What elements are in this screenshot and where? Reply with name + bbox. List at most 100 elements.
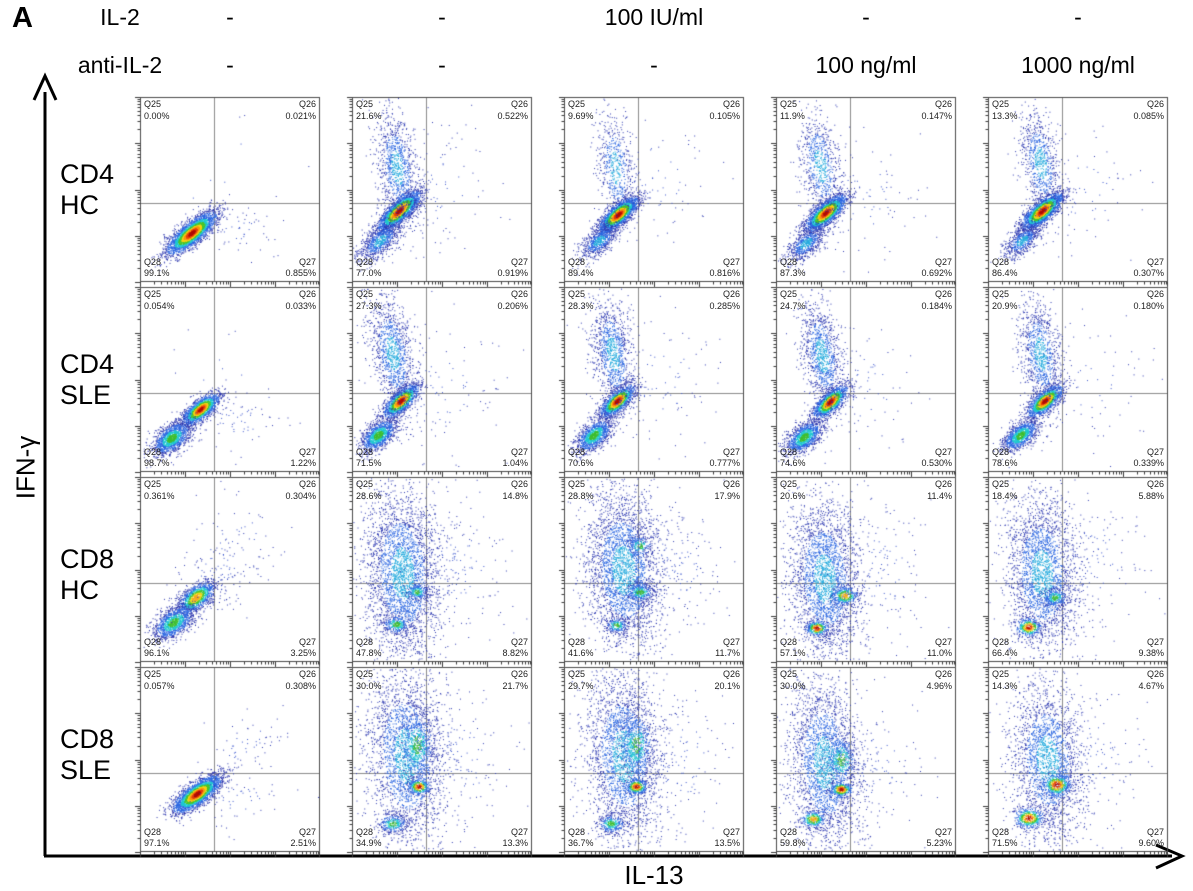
flow-plot-cd4-sle-col4: Q25 24.7% Q26 0.184% Q28 74.6% Q27 0.530% <box>768 285 964 481</box>
quadrant-q27: Q27 1.22% <box>290 447 316 470</box>
quadrant-value: 0.206% <box>497 300 528 311</box>
quadrant-label: Q28 <box>780 256 798 267</box>
quadrant-value: 0.00% <box>144 110 170 121</box>
quadrant-label: Q28 <box>992 826 1010 837</box>
quadrant-value: 36.7% <box>568 838 594 849</box>
row-label-cd8-hc: CD8 HC <box>60 544 115 606</box>
quadrant-value: 20.1% <box>714 680 740 691</box>
flow-plot-cd8-hc-col5: Q25 18.4% Q26 5.88% Q28 66.4% Q27 9.38% <box>980 475 1176 671</box>
scatter-canvas <box>980 285 1176 481</box>
quadrant-value: 30.0% <box>780 680 806 691</box>
quadrant-value: 0.057% <box>144 680 175 691</box>
quadrant-label: Q26 <box>934 99 952 109</box>
flow-plot-cd8-sle-col1: Q25 0.057% Q26 0.308% Q28 97.1% Q27 2.51% <box>132 665 328 861</box>
quadrant-value: 1.04% <box>502 458 528 469</box>
quadrant-q28: Q28 47.8% <box>356 637 382 660</box>
quadrant-value: 13.3% <box>992 110 1018 121</box>
row-label-cd4-sle: CD4 SLE <box>60 349 115 411</box>
quadrant-value: 21.7% <box>502 680 528 691</box>
quadrant-q28: Q28 34.9% <box>356 827 382 850</box>
flow-plot-cd4-hc-col1: Q25 0.00% Q26 0.021% Q28 99.1% Q27 0.855% <box>132 95 328 291</box>
quadrant-label: Q27 <box>934 446 952 457</box>
quadrant-label: Q25 <box>568 479 586 489</box>
scatter-canvas <box>980 475 1176 671</box>
scatter-canvas <box>344 665 540 861</box>
quadrant-q27: Q27 11.7% <box>715 637 740 660</box>
quadrant-label: Q27 <box>934 636 952 647</box>
quadrant-label: Q28 <box>144 636 162 647</box>
quadrant-value: 27.3% <box>356 300 382 311</box>
quadrant-q28: Q28 74.6% <box>780 447 806 470</box>
quadrant-q28: Q28 41.6% <box>568 637 594 660</box>
quadrant-label: Q25 <box>780 479 798 489</box>
quadrant-value: 4.67% <box>1138 680 1164 691</box>
quadrant-value: 30.0% <box>356 680 382 691</box>
quadrant-value: 98.7% <box>144 458 170 469</box>
quadrant-q28: Q28 71.5% <box>356 447 382 470</box>
quadrant-label: Q25 <box>992 669 1010 679</box>
flow-plot-cd4-sle-col2: Q25 27.3% Q26 0.206% Q28 71.5% Q27 1.04% <box>344 285 540 481</box>
quadrant-value: 14.8% <box>502 490 528 501</box>
quadrant-label: Q25 <box>992 289 1010 299</box>
quadrant-q26: Q26 4.96% <box>926 669 952 692</box>
quadrant-label: Q26 <box>1146 479 1164 489</box>
il2-condition-label: IL-2 <box>100 4 140 30</box>
il2-value-col3: 100 IU/ml <box>604 4 704 30</box>
flow-plot-cd8-hc-col3: Q25 28.8% Q26 17.9% Q28 41.6% Q27 11.7% <box>556 475 752 671</box>
quadrant-value: 11.7% <box>715 648 740 659</box>
quadrant-label: Q27 <box>722 826 740 837</box>
scatter-canvas <box>768 285 964 481</box>
quadrant-value: 97.1% <box>144 838 170 849</box>
quadrant-value: 5.88% <box>1138 490 1164 501</box>
quadrant-value: 11.0% <box>927 648 952 659</box>
quadrant-q26: Q26 4.67% <box>1138 669 1164 692</box>
quadrant-label: Q28 <box>780 446 798 457</box>
quadrant-label: Q25 <box>144 289 162 299</box>
quadrant-q25: Q25 30.0% <box>780 669 806 692</box>
quadrant-value: 0.033% <box>285 300 316 311</box>
quadrant-value: 9.60% <box>1138 838 1164 849</box>
quadrant-q28: Q28 77.0% <box>356 257 382 280</box>
quadrant-q27: Q27 0.692% <box>921 257 952 280</box>
quadrant-value: 11.4% <box>927 490 952 501</box>
quadrant-q26: Q26 0.285% <box>709 289 740 312</box>
quadrant-value: 57.1% <box>780 648 806 659</box>
flow-plot-cd4-sle-col1: Q25 0.054% Q26 0.033% Q28 98.7% Q27 1.22% <box>132 285 328 481</box>
quadrant-label: Q28 <box>780 636 798 647</box>
quadrant-q26: Q26 0.147% <box>921 99 952 122</box>
quadrant-q25: Q25 28.8% <box>568 479 594 502</box>
scatter-canvas <box>980 95 1176 291</box>
il2-condition-values: - - 100 IU/ml - - <box>140 4 1168 31</box>
quadrant-label: Q28 <box>568 256 586 267</box>
quadrant-q25: Q25 9.69% <box>568 99 594 122</box>
quadrant-value: 9.38% <box>1138 648 1164 659</box>
quadrant-label: Q27 <box>934 826 952 837</box>
quadrant-q28: Q28 71.5% <box>992 827 1018 850</box>
quadrant-value: 0.308% <box>285 680 316 691</box>
quadrant-value: 47.8% <box>356 648 382 659</box>
flow-plot-cd4-hc-col2: Q25 21.6% Q26 0.522% Q28 77.0% Q27 0.919% <box>344 95 540 291</box>
quadrant-q25: Q25 0.361% <box>144 479 175 502</box>
quadrant-q28: Q28 99.1% <box>144 257 170 280</box>
quadrant-label: Q28 <box>144 826 162 837</box>
quadrant-label: Q27 <box>722 446 740 457</box>
row-label-cd8-sle: CD8 SLE <box>60 724 115 786</box>
quadrant-label: Q26 <box>298 99 316 109</box>
quadrant-label: Q25 <box>780 99 798 109</box>
quadrant-q28: Q28 97.1% <box>144 827 170 850</box>
quadrant-label: Q25 <box>356 99 374 109</box>
quadrant-q27: Q27 3.25% <box>290 637 316 660</box>
quadrant-label: Q26 <box>934 669 952 679</box>
quadrant-value: 13.5% <box>714 838 740 849</box>
flow-plot-cd4-hc-col3: Q25 9.69% Q26 0.105% Q28 89.4% Q27 0.816% <box>556 95 752 291</box>
quadrant-label: Q27 <box>722 636 740 647</box>
quadrant-label: Q28 <box>356 256 374 267</box>
quadrant-value: 28.3% <box>568 300 594 311</box>
quadrant-label: Q26 <box>722 99 740 109</box>
quadrant-q28: Q28 98.7% <box>144 447 170 470</box>
x-axis-label: IL-13 <box>624 860 684 890</box>
quadrant-value: 59.8% <box>780 838 806 849</box>
quadrant-label: Q25 <box>144 99 162 109</box>
scatter-canvas <box>768 475 964 671</box>
